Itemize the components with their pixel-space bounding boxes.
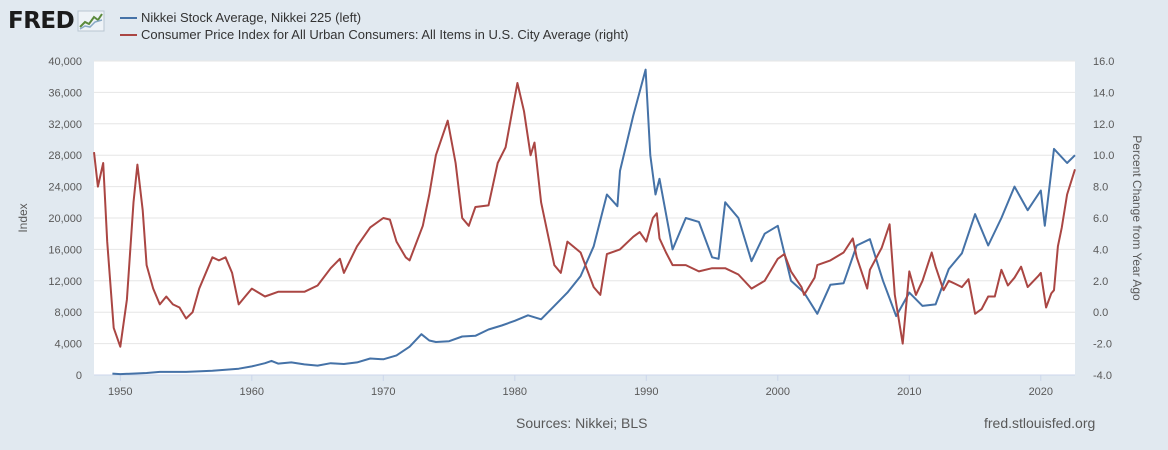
- right-axis: -4.0 -2.0 0.0 2.0 4.0 6.0 8.0 10.0 12.0 14.0 16.0: [1093, 56, 1114, 382]
- right-tick-label: 0.0: [1093, 307, 1108, 319]
- left-tick-label: 8,000: [54, 307, 82, 319]
- legend-item-cpi[interactable]: Consumer Price Index for All Urban Consu…: [120, 26, 628, 43]
- legend-label-cpi: Consumer Price Index for All Urban Consu…: [141, 27, 629, 42]
- right-tick-label: 12.0: [1093, 119, 1114, 131]
- legend-swatch-nikkei: [120, 16, 137, 19]
- x-tick-label: 1990: [634, 386, 658, 398]
- x-axis: 1950 1960 1970 1980 1990 2000 2010 2020: [94, 374, 1075, 398]
- sources-note: Sources: Nikkei; BLS: [516, 415, 648, 431]
- fred-logo[interactable]: FRED: [8, 6, 105, 36]
- left-axis-title: Index: [16, 203, 30, 232]
- cpi-series-line[interactable]: [93, 82, 1076, 348]
- left-tick-label: 0: [76, 370, 82, 382]
- right-tick-label: 6.0: [1093, 213, 1108, 225]
- left-tick-label: 32,000: [48, 119, 82, 131]
- left-tick-label: 20,000: [48, 213, 82, 225]
- right-tick-label: 16.0: [1093, 56, 1114, 68]
- nikkei-series-line[interactable]: [112, 68, 1076, 376]
- chart-legend: Nikkei Stock Average, Nikkei 225 (left) …: [120, 9, 628, 43]
- left-tick-label: 28,000: [48, 150, 82, 162]
- right-tick-label: 8.0: [1093, 182, 1108, 194]
- legend-swatch-cpi: [120, 33, 137, 36]
- x-tick-label: 2020: [1029, 386, 1053, 398]
- grid-lines: [94, 60, 1075, 345]
- site-url[interactable]: fred.stlouisfed.org: [984, 415, 1096, 431]
- left-axis: 0 4,000 8,000 12,000 16,000 20,000 24,000 28,00…: [48, 56, 82, 382]
- left-tick-label: 12,000: [48, 276, 82, 288]
- left-tick-label: 40,000: [48, 56, 82, 68]
- x-tick-label: 1980: [503, 386, 527, 398]
- right-tick-label: 10.0: [1093, 150, 1114, 162]
- logo-text: FRED: [8, 8, 75, 34]
- x-tick-label: 1960: [240, 386, 264, 398]
- x-tick-label: 1970: [371, 386, 395, 398]
- right-tick-label: 14.0: [1093, 87, 1114, 99]
- series-layer: [93, 68, 1076, 376]
- x-tick-label: 2000: [766, 386, 790, 398]
- chart-area[interactable]: 0 4,000 8,000 12,000 16,000 20,000 24,000 28,00…: [0, 0, 1168, 400]
- right-tick-label: 2.0: [1093, 276, 1108, 288]
- left-tick-label: 24,000: [48, 182, 82, 194]
- legend-item-nikkei[interactable]: Nikkei Stock Average, Nikkei 225 (left): [120, 9, 628, 26]
- right-axis-title: Percent Change from Year Ago: [1130, 135, 1144, 301]
- x-tick-label: 1950: [108, 386, 132, 398]
- right-tick-label: -2.0: [1093, 339, 1112, 351]
- left-tick-label: 4,000: [54, 339, 82, 351]
- legend-label-nikkei: Nikkei Stock Average, Nikkei 225 (left): [141, 10, 362, 25]
- x-tick-label: 2010: [897, 386, 921, 398]
- right-tick-label: -4.0: [1093, 370, 1112, 382]
- chart-line-icon: [77, 10, 105, 32]
- left-tick-label: 36,000: [48, 87, 82, 99]
- left-tick-label: 16,000: [48, 244, 82, 256]
- right-tick-label: 4.0: [1093, 244, 1108, 256]
